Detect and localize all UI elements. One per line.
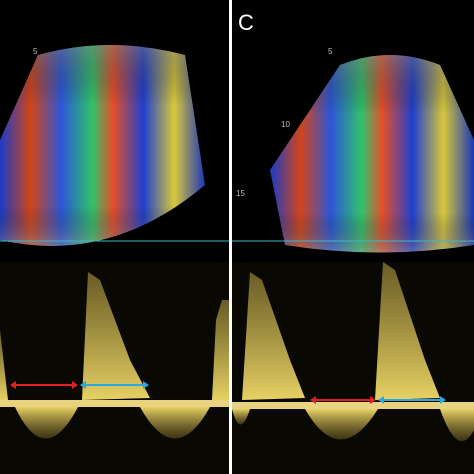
panel-label: C [238, 10, 254, 35]
sector-shade [0, 45, 205, 246]
baseline [232, 402, 474, 409]
spectral-peak [0, 330, 8, 400]
baseline [0, 400, 229, 407]
spectral-peak [242, 272, 305, 400]
spectral-peak [82, 272, 150, 400]
spectral-peak [375, 262, 440, 400]
spectral-trough [305, 409, 378, 440]
depth-label: 5 [33, 47, 38, 56]
depth-label: 10 [281, 120, 290, 129]
spectral-trough [440, 409, 474, 442]
depth-label: 15 [236, 189, 245, 198]
sector-shade [270, 55, 474, 253]
right-panel: C 5 10 15 [232, 10, 474, 474]
divider [229, 0, 232, 474]
spectral-trough [15, 407, 78, 439]
spectral-trough [140, 407, 210, 439]
depth-label: 5 [328, 47, 333, 56]
left-panel: 5 [0, 45, 229, 474]
spectral-trough [232, 409, 250, 425]
spectral-peak [212, 300, 229, 400]
